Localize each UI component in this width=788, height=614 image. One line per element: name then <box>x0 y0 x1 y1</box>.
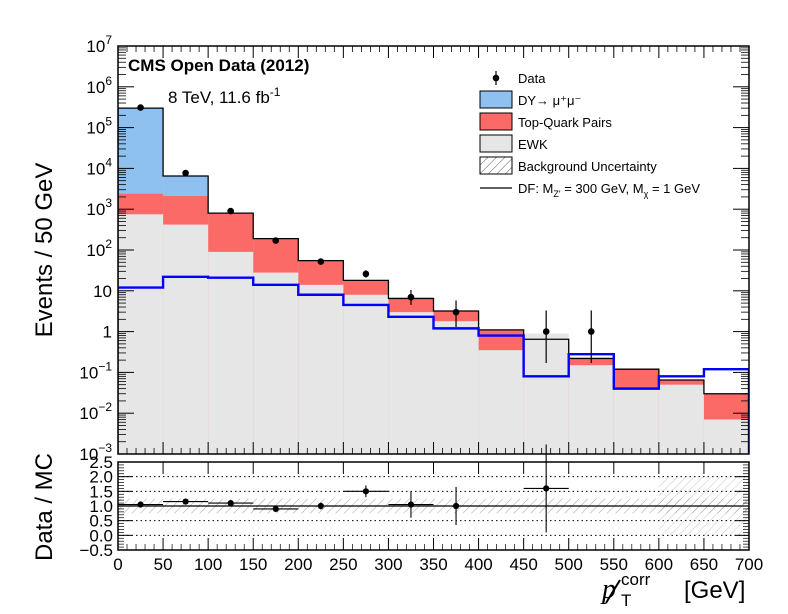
ratio-point-5 <box>362 488 369 495</box>
ytick-label-6: 103 <box>86 196 112 219</box>
xtick-label-12: 600 <box>645 555 673 574</box>
ratio-point-6 <box>407 501 415 508</box>
ytick-label-9: 106 <box>86 74 112 97</box>
axis-title-x-sub: T <box>621 591 631 610</box>
bar-ewk-8 <box>478 350 524 454</box>
signal-line <box>118 275 749 454</box>
axis-title-x-slash <box>605 579 621 604</box>
data-point-4 <box>317 258 325 265</box>
ratio-point-1 <box>182 498 189 505</box>
xtick-label-7: 350 <box>419 555 447 574</box>
bar-ewk-1 <box>163 224 209 454</box>
stack-outline <box>118 107 749 454</box>
legend-label-3: EWK <box>518 137 548 152</box>
bar-ewk-11 <box>613 388 659 454</box>
ratio-point-4 <box>317 502 324 510</box>
data-point-5 <box>362 270 370 278</box>
xtick-label-3: 150 <box>239 555 267 574</box>
bar-ewk-3 <box>253 272 299 454</box>
data-point-8 <box>542 328 550 335</box>
bar-ewk-10 <box>568 365 614 454</box>
axis-title-y-top: Events / 50 GeV <box>31 163 58 338</box>
data-point-0 <box>137 104 144 111</box>
data-point-3 <box>272 237 280 244</box>
bar-ewk-12 <box>658 384 704 454</box>
axis-title-x: p <box>600 574 616 605</box>
legend: Data DY→ μ⁺μ⁻ Top-Quark Pairs EWK Background… <box>479 71 700 199</box>
plot-title: CMS Open Data (2012) <box>128 56 309 75</box>
legend-label-5: DF: MZ' = 300 GeV, Mχ = 1 GeV <box>518 181 700 199</box>
xtick-label-10: 500 <box>555 555 583 574</box>
legend-swatch-2 <box>479 112 513 131</box>
axis-title-x-sup: corr <box>621 570 651 589</box>
xtick-label-13: 650 <box>690 555 718 574</box>
ratio-point-8 <box>543 485 550 492</box>
xtick-label-6: 300 <box>374 555 402 574</box>
legend-swatch-1 <box>479 90 513 109</box>
axis-title-y-ratio: Data / MC <box>31 453 58 561</box>
bar-ewk-6 <box>388 312 434 454</box>
xtick-label-1: 50 <box>154 555 173 574</box>
legend-data-marker <box>492 74 500 82</box>
legend-swatch-hatch <box>479 156 513 175</box>
ratio-ytick-label-4: 1.5 <box>89 482 113 501</box>
xtick-label-0: 0 <box>113 555 122 574</box>
ytick-label-5: 102 <box>86 237 112 260</box>
data-point-1 <box>182 169 189 177</box>
data-point-9 <box>587 328 595 335</box>
xtick-label-4: 200 <box>284 555 312 574</box>
bar-ewk-4 <box>298 284 344 454</box>
ratio-ytick-label-5: 2.0 <box>89 468 113 487</box>
xtick-label-5: 250 <box>329 555 357 574</box>
ratio-point-7 <box>452 502 460 510</box>
ytick-label-7: 104 <box>86 155 112 178</box>
bar-ewk-13 <box>703 419 749 454</box>
ratio-point-0 <box>137 501 144 508</box>
xtick-label-9: 450 <box>509 555 537 574</box>
ratio-ytick-label-2: 0.5 <box>89 512 113 531</box>
ratio-point-3 <box>272 505 279 513</box>
ytick-label-2: 10−1 <box>79 359 112 382</box>
xtick-label-8: 400 <box>464 555 492 574</box>
data-point-7 <box>452 308 460 316</box>
data-point-2 <box>227 207 234 215</box>
axis-title-x-unit: [GeV] <box>684 577 745 604</box>
ratio-point-2 <box>227 499 234 507</box>
bar-ewk-5 <box>343 294 389 454</box>
ratio-ytick-label-1: 0.0 <box>89 526 113 545</box>
ratio-ytick-label-3: 1.0 <box>89 497 113 516</box>
xtick-label-11: 550 <box>600 555 628 574</box>
data-point-6 <box>407 293 415 301</box>
ytick-label-8: 105 <box>86 115 112 138</box>
ratio-ytick-label-0: −0.5 <box>79 541 113 560</box>
legend-label-1: DY→ μ⁺μ⁻ <box>518 93 581 108</box>
ytick-label-4: 10 <box>93 282 112 301</box>
ytick-label-3: 1 <box>103 323 112 342</box>
ytick-label-0: 10−3 <box>79 441 112 464</box>
bar-ewk-2 <box>208 251 254 454</box>
xtick-label-2: 100 <box>194 555 222 574</box>
ytick-label-10: 107 <box>86 33 112 56</box>
ratio-ytick-label-6: 2.5 <box>89 453 113 472</box>
legend-label-4: Background Uncertainty <box>518 159 657 174</box>
bar-ewk-7 <box>433 321 479 454</box>
legend-label-0: Data <box>518 71 546 86</box>
energy-lumi-label: 8 TeV, 11.6 fb-1 <box>168 85 281 107</box>
legend-label-2: Top-Quark Pairs <box>518 115 612 130</box>
xtick-label-14: 700 <box>735 555 763 574</box>
ytick-label-1: 10−2 <box>79 400 112 423</box>
legend-swatch-3 <box>479 134 513 153</box>
